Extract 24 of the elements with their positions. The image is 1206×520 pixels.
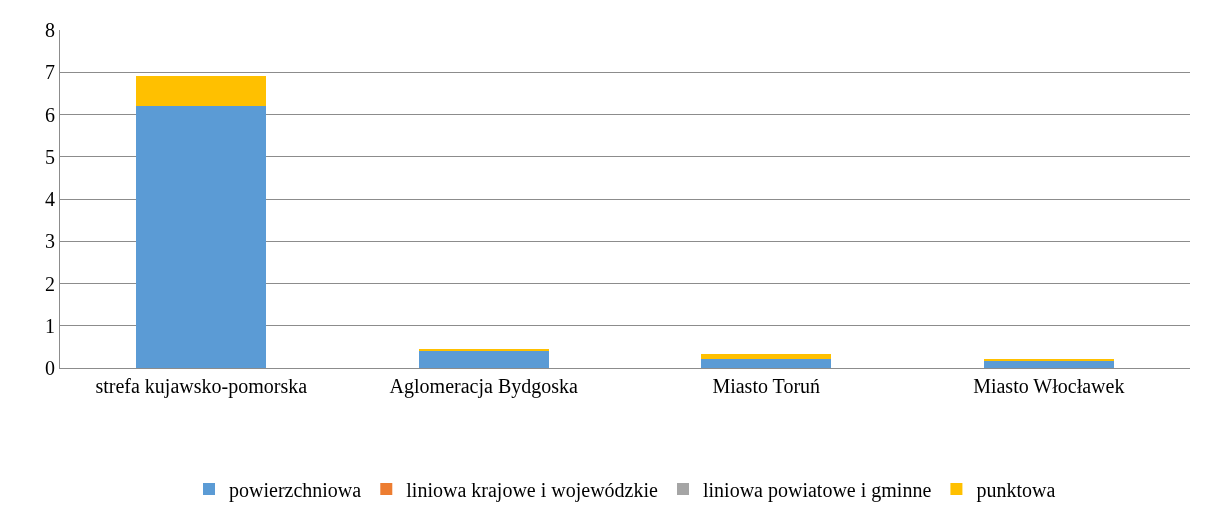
- legend-label: liniowa krajowe i wojewódzkie: [406, 478, 659, 502]
- y-tick-label: 3: [45, 230, 55, 253]
- y-tick-label: 4: [45, 188, 55, 210]
- bar: [983, 358, 1114, 361]
- bar: [418, 350, 549, 368]
- legend-label: liniowa powiatowe i gminne: [703, 478, 932, 502]
- y-tick-label: 0: [45, 357, 55, 379]
- bar: [136, 76, 267, 107]
- legend-label: punktowa: [976, 478, 1056, 502]
- x-tick-label: Miasto Włocławek: [973, 375, 1125, 397]
- y-tick-label: 5: [45, 145, 55, 168]
- bar: [983, 360, 1114, 368]
- y-tick-label: 6: [45, 103, 55, 126]
- y-tick-label: 2: [45, 272, 55, 295]
- legend-label: powierzchniowa: [229, 478, 362, 502]
- bar: [701, 354, 832, 359]
- x-tick-label: Aglomeracja Bydgoska: [389, 375, 579, 398]
- y-tick-label: 1: [45, 314, 55, 337]
- x-tick-label: strefa kujawsko-pomorska: [95, 375, 308, 398]
- y-tick-label: 8: [45, 19, 55, 41]
- bar: [136, 106, 267, 368]
- x-tick-label: Miasto Toruń: [712, 375, 821, 397]
- y-tick-label: 7: [45, 61, 55, 84]
- bar: [701, 358, 832, 368]
